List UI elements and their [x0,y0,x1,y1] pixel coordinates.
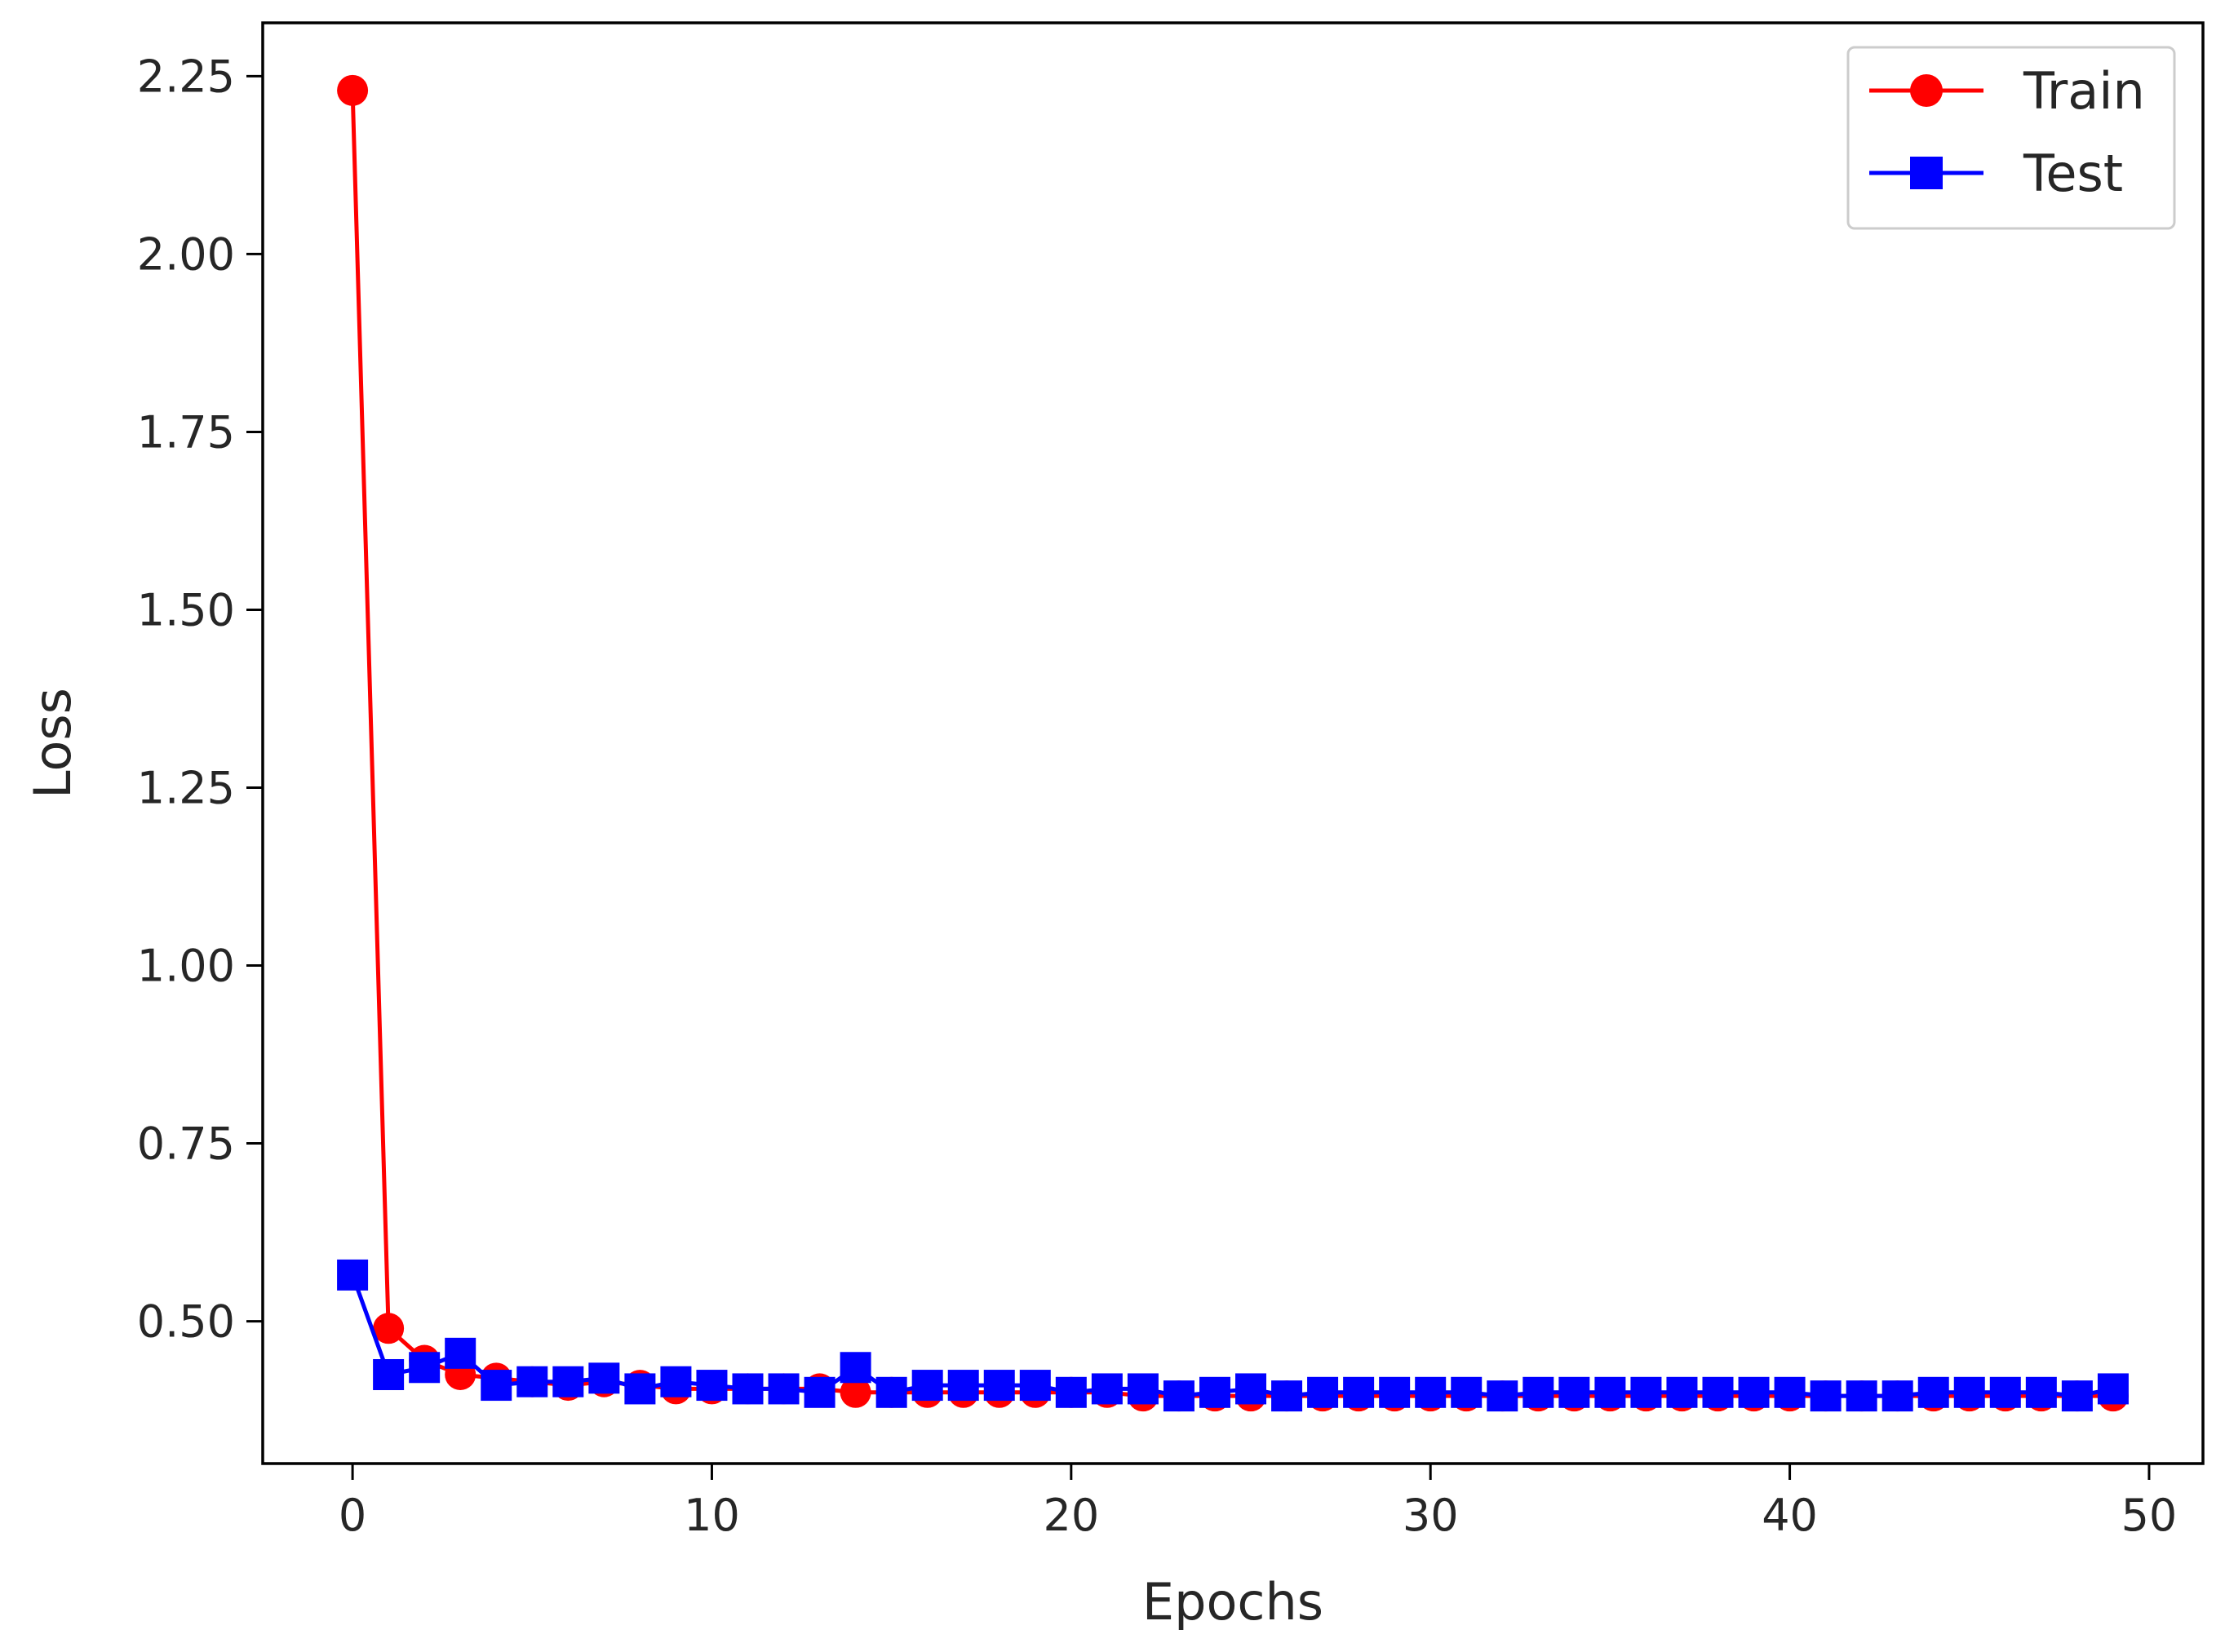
data-point-test [1810,1380,1842,1412]
y-tick-label: 0.50 [137,1296,235,1348]
data-point-train [840,1376,871,1408]
data-point-test [373,1358,405,1390]
y-tick-label: 1.25 [137,763,235,814]
data-point-train [373,1313,405,1344]
data-point-test [445,1337,476,1369]
data-point-test [696,1370,728,1402]
data-point-test [804,1376,835,1408]
data-point-test [1019,1370,1051,1402]
data-point-train [337,74,369,106]
legend-item-train: Train [1869,61,2145,121]
data-point-test [732,1373,764,1405]
data-point-test [1343,1376,1375,1408]
y-axis-label: Loss [23,688,82,799]
data-point-test [624,1373,656,1405]
data-point-test [1594,1376,1626,1408]
y-axis: 0.50 0.75 1.00 1.25 1.50 1.75 2.00 2.25 [137,51,263,1348]
data-point-test [516,1366,548,1397]
plot-area-frame [261,21,2205,1465]
data-point-test [1666,1376,1698,1408]
data-point-test [983,1370,1015,1402]
data-point-test [660,1366,692,1397]
legend: Train Test [1846,46,2176,230]
data-point-test [409,1352,441,1384]
data-point-test [1055,1376,1087,1408]
data-point-test [768,1373,800,1405]
data-point-test [1774,1376,1806,1408]
y-tick-label: 0.75 [137,1118,235,1170]
data-point-test [1702,1376,1734,1408]
data-point-test [1881,1380,1913,1412]
legend-marker [1910,74,1943,107]
data-point-test [911,1370,943,1402]
data-point-test [1953,1376,1985,1408]
data-point-test [1271,1380,1303,1412]
x-tick-label: 0 [339,1490,366,1541]
data-point-test [481,1370,512,1402]
data-point-test [1989,1376,2021,1408]
x-axis-label: Epochs [1142,1572,1323,1632]
data-point-test [1091,1373,1123,1405]
data-point-test [1415,1376,1447,1408]
y-tick-label: 1.75 [137,406,235,458]
data-point-test [552,1366,584,1397]
y-tick-label: 1.00 [137,941,235,992]
series-layer [337,74,2129,1412]
data-point-test [1127,1373,1159,1405]
data-point-test [2025,1376,2057,1408]
x-axis: 0 10 20 30 40 50 [339,1464,2177,1541]
data-point-test [1307,1376,1339,1408]
data-point-test [1235,1373,1267,1405]
x-tick-label: 40 [1762,1490,1818,1541]
x-tick-label: 20 [1043,1490,1099,1541]
data-point-test [1522,1376,1554,1408]
y-tick-label: 2.25 [137,51,235,102]
legend-label: Train [2023,61,2145,121]
data-point-test [1738,1376,1770,1408]
data-point-test [1379,1376,1411,1408]
x-tick-label: 50 [2121,1490,2178,1541]
data-point-test [1846,1380,1877,1412]
data-point-test [1199,1376,1230,1408]
data-point-test [947,1370,979,1402]
x-tick-label: 10 [684,1490,740,1541]
data-point-test [1487,1380,1518,1412]
legend-marker [1910,157,1943,189]
series-test [337,1259,2129,1412]
data-point-test [337,1259,369,1291]
data-point-test [1163,1380,1194,1412]
data-point-test [2097,1373,2129,1405]
data-point-test [2061,1380,2093,1412]
data-point-test [1451,1376,1483,1408]
y-tick-label: 1.50 [137,584,235,636]
data-point-test [588,1362,620,1394]
data-point-test [1558,1376,1590,1408]
data-point-test [1630,1376,1662,1408]
data-point-test [875,1376,907,1408]
data-point-test [1917,1376,1949,1408]
x-tick-label: 30 [1403,1490,1459,1541]
legend-label: Test [2023,144,2123,203]
data-point-test [840,1352,871,1384]
y-tick-label: 2.00 [137,228,235,280]
legend-item-test: Test [1869,144,2123,203]
